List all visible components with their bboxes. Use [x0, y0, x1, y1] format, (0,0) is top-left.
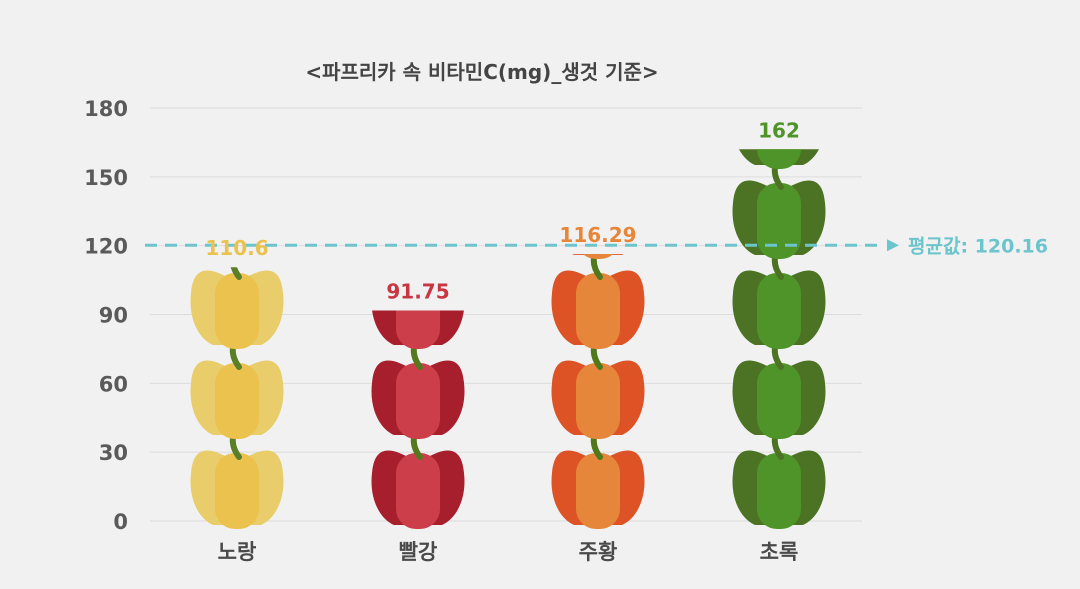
x-axis-ticks: 노랑 빨강 주황 초록 [218, 540, 799, 564]
y-tick-label: 0 [113, 510, 128, 534]
y-tick-label: 150 [84, 166, 128, 190]
data-labels: 110.6 91.75 116.29 162 [205, 118, 800, 303]
bar-1 [190, 267, 284, 529]
y-tick-label: 120 [84, 235, 128, 259]
average-label: 평균값: 120.16 [908, 235, 1048, 257]
bar-2 [371, 310, 465, 529]
bar-4 [732, 149, 826, 529]
data-label: 116.29 [559, 223, 636, 247]
average-line-group: 평균값: 120.16 [145, 235, 1048, 257]
y-tick-label: 180 [84, 97, 128, 121]
average-arrow [887, 239, 899, 252]
y-axis-ticks: 0 30 60 90 120 150 180 [84, 97, 128, 534]
data-label: 110.6 [205, 236, 268, 260]
average-label-value: 120.16 [975, 235, 1048, 257]
chart-title: <파프리카 속 비타민C(mg)_생것 기준> [305, 60, 658, 84]
data-label: 162 [758, 118, 800, 142]
x-tick-label: 빨강 [399, 540, 438, 564]
bar-3 [551, 254, 645, 529]
average-label-colon: : [960, 235, 974, 257]
y-tick-label: 30 [99, 441, 128, 465]
y-tick-label: 60 [99, 372, 128, 396]
average-label-name: 평균값 [908, 235, 961, 257]
x-tick-label: 초록 [760, 540, 799, 564]
y-tick-label: 90 [99, 304, 128, 328]
bars [190, 149, 826, 529]
data-label: 91.75 [386, 279, 449, 303]
x-tick-label: 주황 [579, 540, 618, 564]
x-tick-label: 노랑 [218, 540, 257, 564]
